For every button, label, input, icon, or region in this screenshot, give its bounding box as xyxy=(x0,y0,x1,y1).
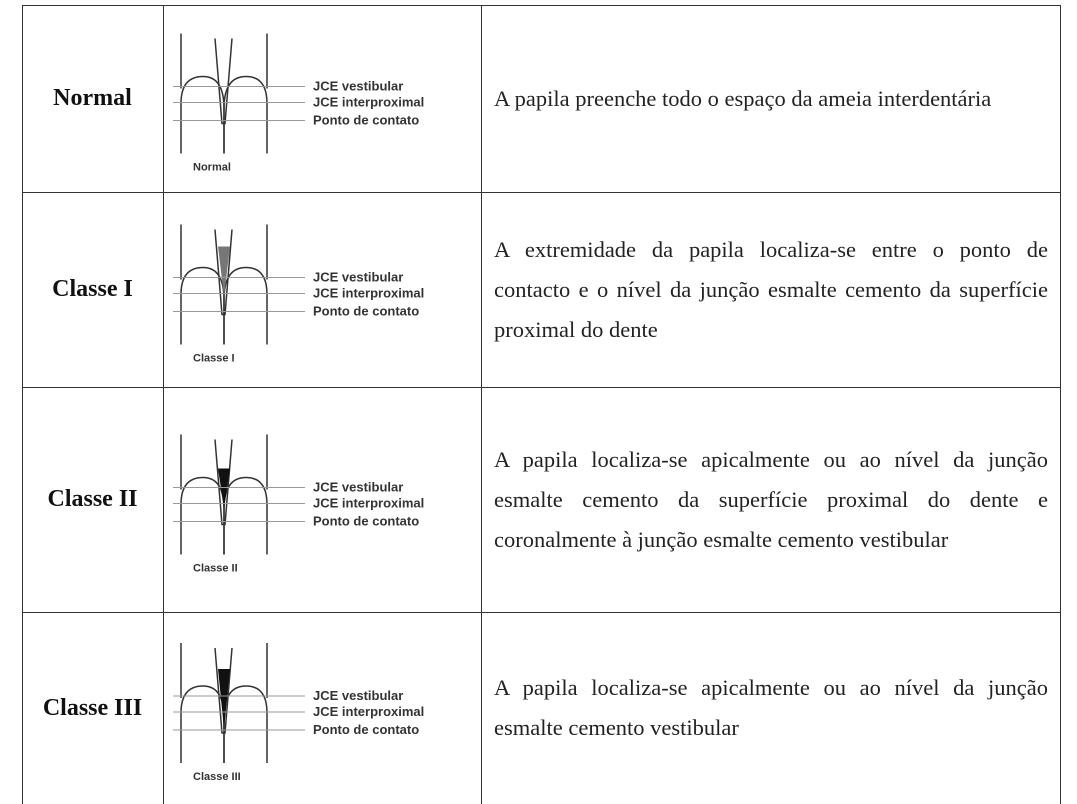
border xyxy=(481,5,482,804)
description-cell: A papila localiza-se apicalmente ou ao n… xyxy=(481,612,1060,804)
figure-label: JCE vestibular xyxy=(313,79,403,94)
figure-label: JCE interproximal xyxy=(313,704,424,719)
papilla-loss xyxy=(218,246,230,297)
class-cell: Classe II xyxy=(22,387,163,612)
figure-label: Ponto de contato xyxy=(313,514,419,529)
tooth xyxy=(223,476,268,555)
papilla-loss xyxy=(218,468,230,509)
description-cell: A papila preenche todo o espaço da ameia… xyxy=(481,5,1060,192)
description-cell: A papila localiza-se apicalmente ou ao n… xyxy=(481,387,1060,612)
figure-label: JCE vestibular xyxy=(313,480,403,495)
border xyxy=(163,5,164,804)
description: A papila preenche todo o espaço da ameia… xyxy=(494,85,992,111)
figure-label: Ponto de contato xyxy=(313,113,419,128)
tooth xyxy=(223,266,268,345)
tooth xyxy=(180,685,225,763)
border xyxy=(22,192,1061,193)
figure-cell: JCE vestibular JCE interproximal Ponto de … xyxy=(163,192,481,387)
description: A papila localiza-se apicalmente ou ao n… xyxy=(494,446,1048,552)
tooth xyxy=(180,75,225,154)
border xyxy=(22,5,23,804)
class-name: Classe II xyxy=(47,486,138,512)
border xyxy=(1060,5,1061,804)
tooth xyxy=(180,476,225,555)
class-cell: Normal xyxy=(22,5,163,192)
border xyxy=(22,612,1061,613)
tooth xyxy=(223,685,268,763)
border xyxy=(22,387,1061,388)
description: A extremidade da papila localiza-se entr… xyxy=(494,236,1048,342)
figure-label: Ponto de contato xyxy=(313,304,419,319)
figure-caption: Classe III xyxy=(193,771,241,783)
figure-cell: JCE vestibular JCE interproximal Ponto de … xyxy=(163,387,481,612)
figure-caption: Normal xyxy=(193,162,231,174)
figure-label: JCE vestibular xyxy=(313,688,403,703)
class-cell: Classe III xyxy=(22,612,163,804)
papilla-loss xyxy=(218,669,230,729)
description-cell: A extremidade da papila localiza-se entr… xyxy=(481,192,1060,387)
figure-label: Ponto de contato xyxy=(313,722,419,737)
figure-caption: Classe II xyxy=(193,563,238,575)
tooth xyxy=(223,75,268,154)
description: A papila localiza-se apicalmente ou ao n… xyxy=(494,675,1048,740)
class-cell: Classe I xyxy=(22,192,163,387)
figure-label: JCE interproximal xyxy=(313,95,424,110)
class-name: Normal xyxy=(53,85,132,111)
figure-label: JCE interproximal xyxy=(313,496,424,511)
tooth xyxy=(180,266,225,345)
figure-label: JCE interproximal xyxy=(313,286,424,301)
figure-label: JCE vestibular xyxy=(313,270,403,285)
figure-cell: JCE vestibular JCE interproximal Ponto de … xyxy=(163,5,481,192)
figure-cell: JCE vestibular JCE interproximal Ponto de … xyxy=(163,612,481,804)
border xyxy=(22,5,1061,6)
figure-caption: Classe I xyxy=(193,353,235,365)
class-name: Classe I xyxy=(52,276,133,302)
class-name: Classe III xyxy=(42,694,143,721)
